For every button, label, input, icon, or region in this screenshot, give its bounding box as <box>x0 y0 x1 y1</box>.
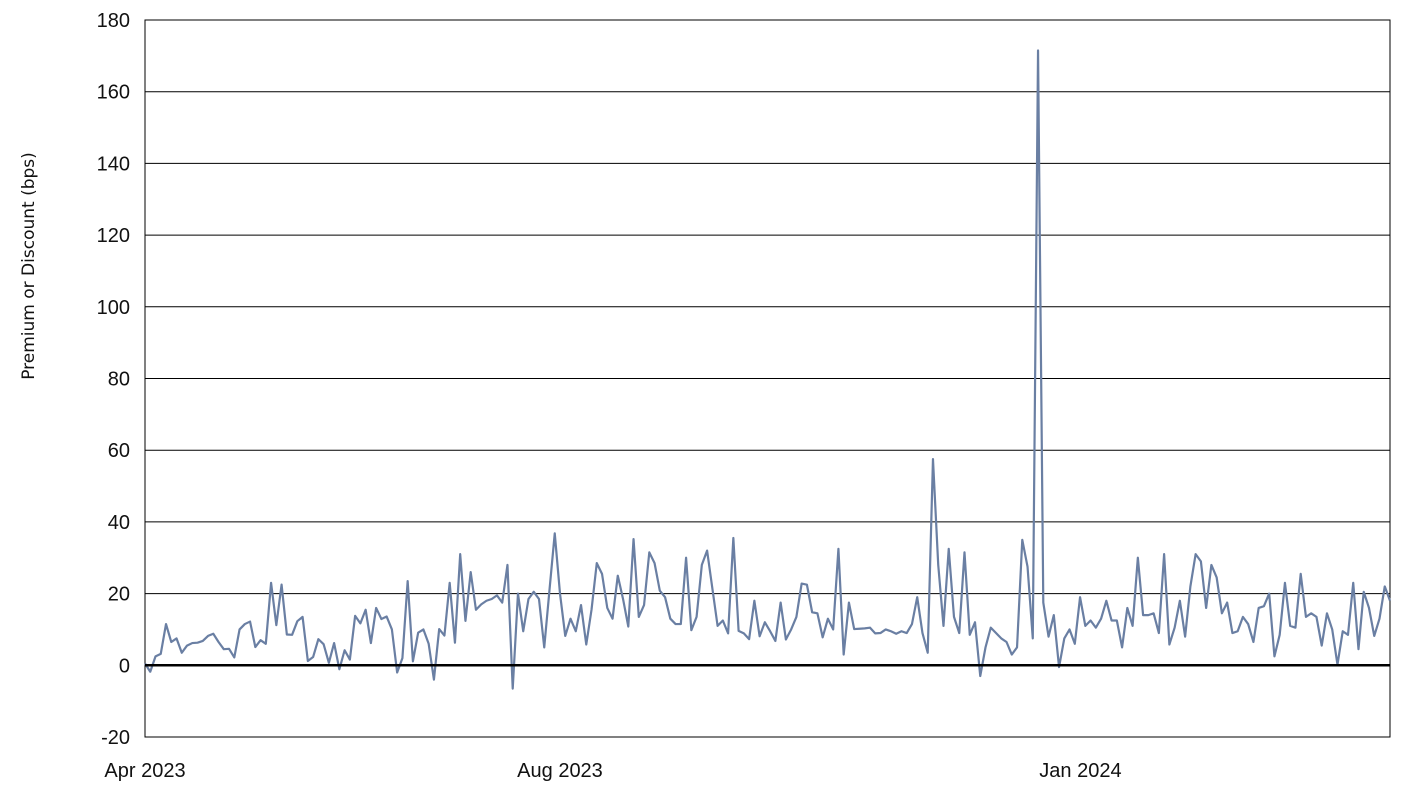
x-tick-label: Apr 2023 <box>104 760 185 782</box>
y-tick-label: 100 <box>97 297 130 319</box>
y-tick-label: 180 <box>97 10 130 32</box>
y-tick-label: 140 <box>97 153 130 175</box>
y-tick-label: 20 <box>108 584 130 606</box>
y-tick-label: 120 <box>97 225 130 247</box>
series-line <box>144 49 1392 690</box>
y-tick-labels: -20 0 20 40 60 80 100 120 140 160 180 <box>97 10 130 749</box>
gridlines <box>145 19 1390 595</box>
x-tick-labels: Apr 2023 Aug 2023 Jan 2024 <box>104 760 1121 782</box>
plot-frame <box>144 19 1391 738</box>
y-tick-label: 40 <box>108 512 130 534</box>
y-tick-label: 60 <box>108 440 130 462</box>
y-tick-label: 160 <box>97 82 130 104</box>
y-tick-label: 80 <box>108 369 130 391</box>
x-tick-label: Aug 2023 <box>517 760 603 782</box>
y-tick-label: 0 <box>119 655 130 677</box>
y-axis-title: Premium or Discount (bps) <box>19 152 39 380</box>
plot-area <box>144 19 1392 738</box>
x-tick-label: Jan 2024 <box>1039 760 1121 782</box>
y-tick-label: -20 <box>101 727 130 749</box>
